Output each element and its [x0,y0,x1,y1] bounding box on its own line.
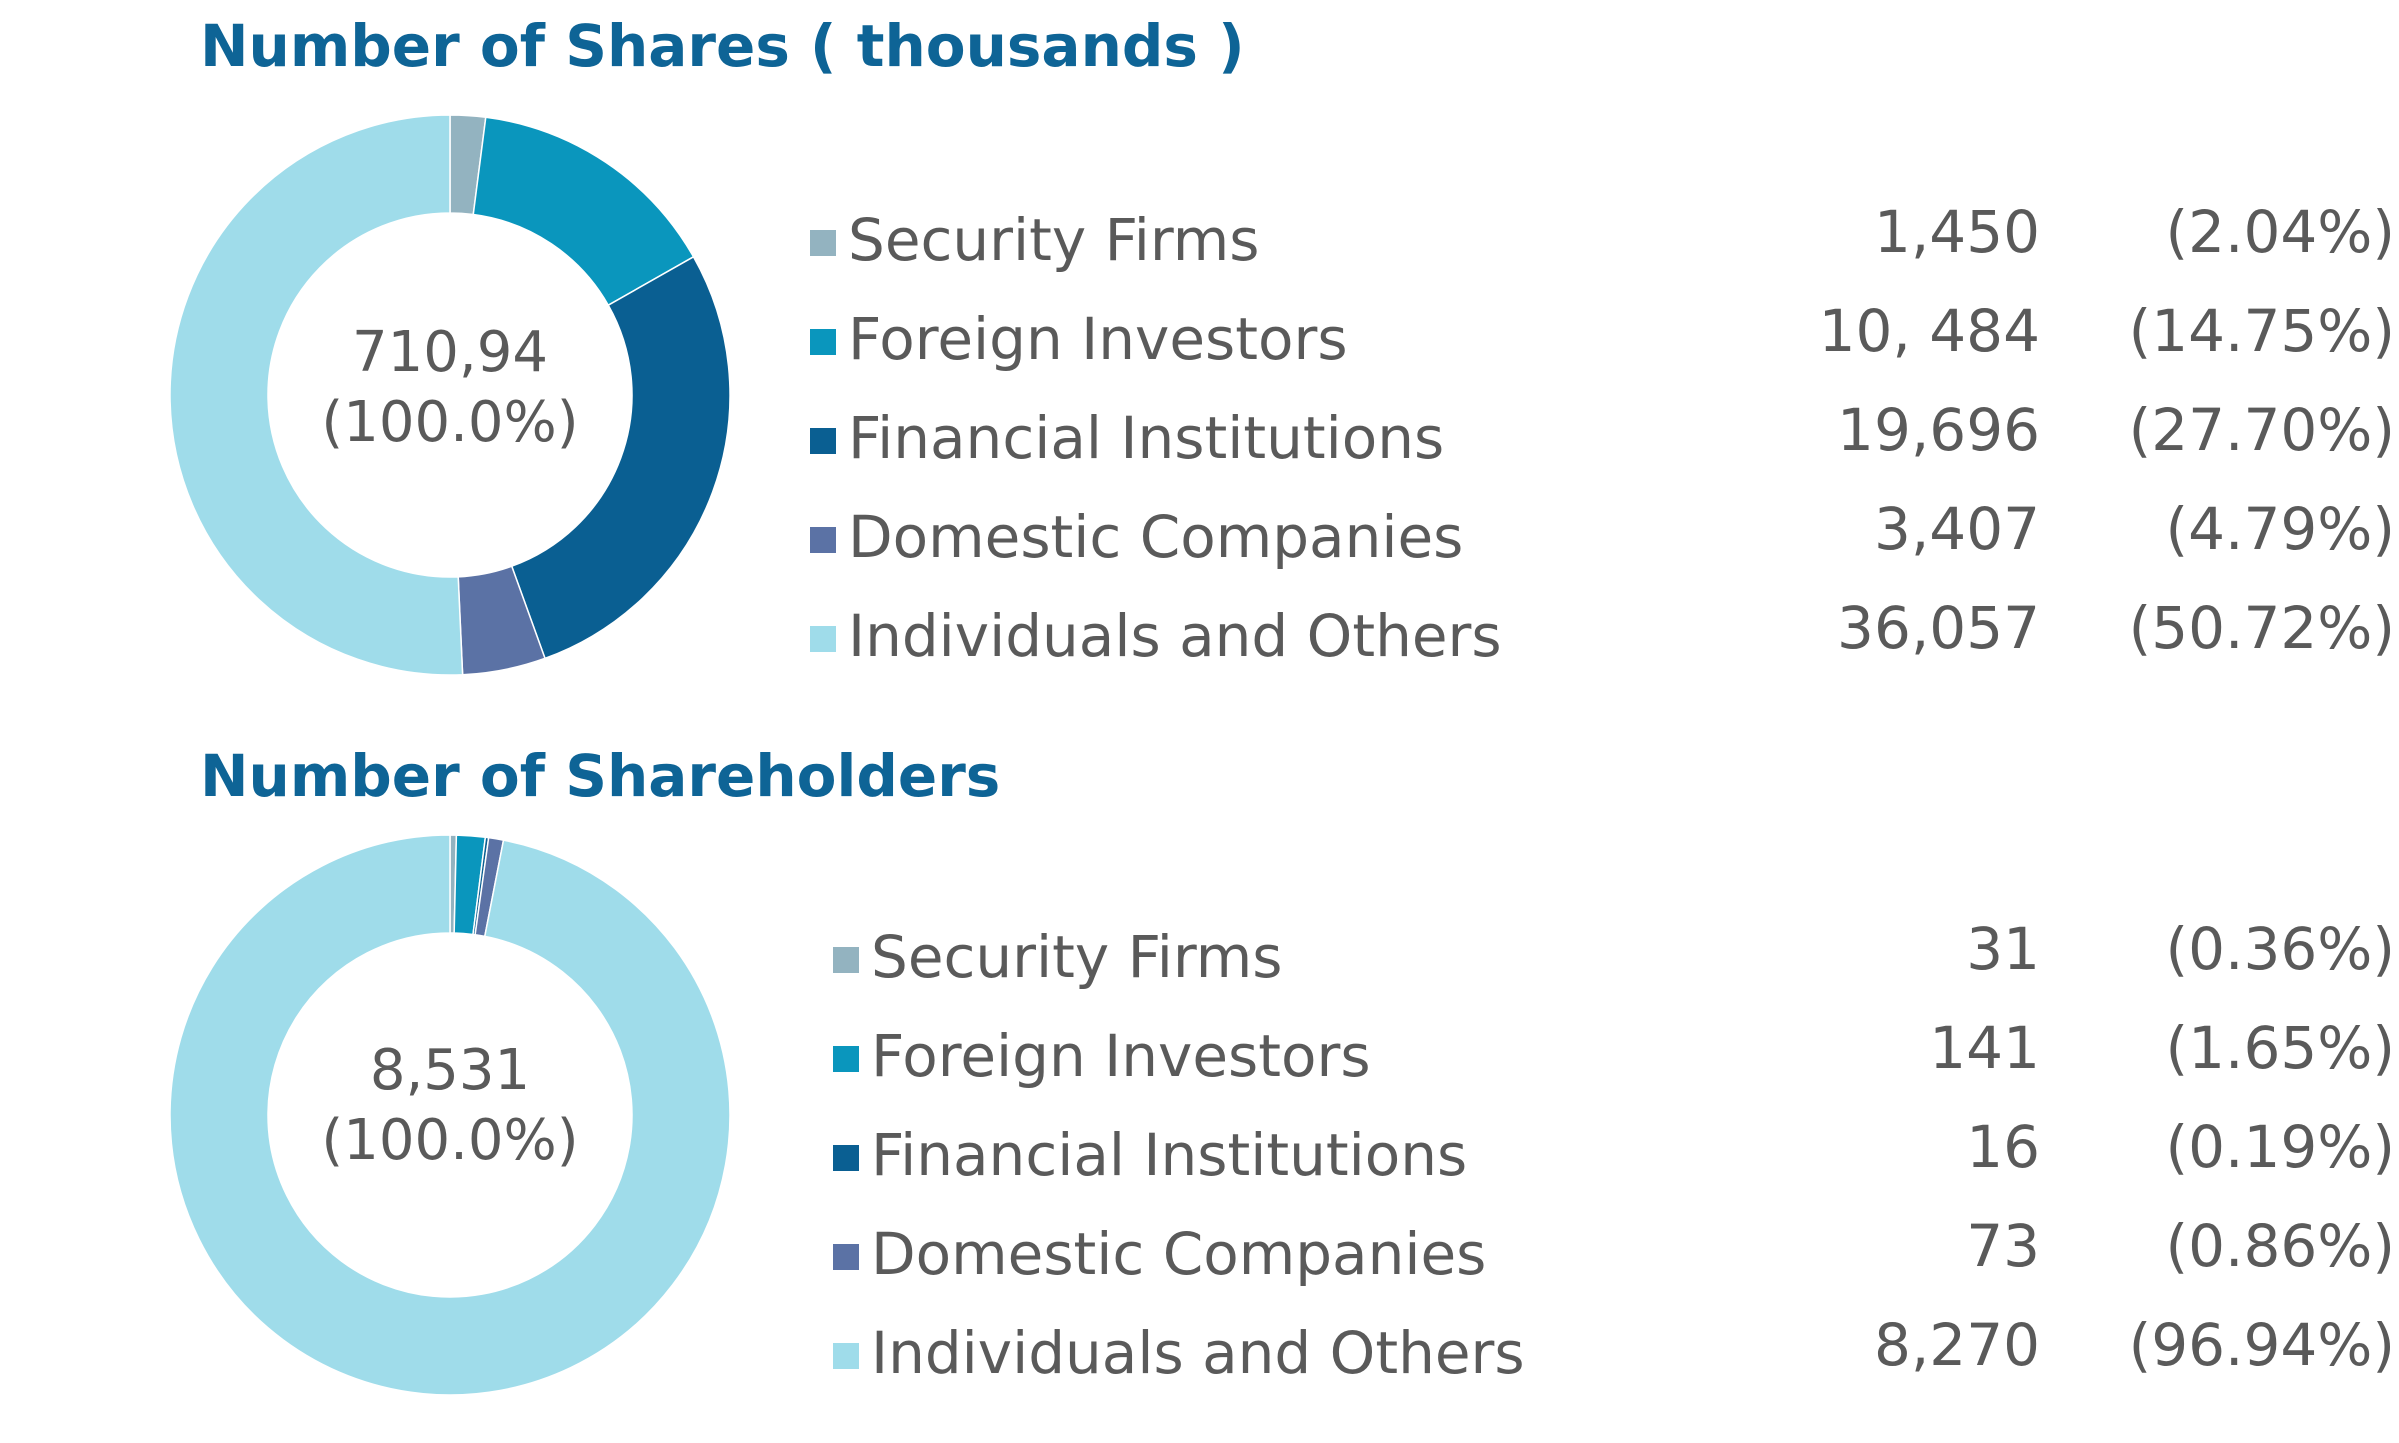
shareholders-chart-title: Number of Shareholders [200,742,1001,810]
foreign-investors-swatch [810,329,836,355]
shareholders-percent-label: (96.94%) [2128,1311,2395,1379]
shares-value-label: 36,057 [1837,594,2040,662]
shareholders-percent-label: (0.36%) [2165,915,2395,983]
shares-category-label: Foreign Investors [848,305,1348,373]
shareholders-category-label: Domestic Companies [871,1220,1487,1288]
shareholders-center-percent: (100.0%) [321,1108,579,1173]
individuals-and-others-swatch [833,1343,859,1369]
shares-percent-label: (14.75%) [2128,297,2395,365]
shareholders-donut-chart [169,834,731,1396]
shares-slice-financial-institutions [510,255,731,660]
shareholders-value-label: 16 [1966,1113,2040,1181]
shareholders-slice-individuals-and-others [169,834,731,1396]
shareholders-percent-label: (1.65%) [2165,1014,2395,1082]
shares-value-label: 10, 484 [1818,297,2040,365]
shareholders-legend-individuals-and-others: Individuals and Others 8,270 (96.94%) [833,1311,2395,1401]
shareholders-value-label: 31 [1966,915,2040,983]
security-firms-swatch [810,230,836,256]
shares-category-label: Security Firms [848,206,1260,274]
shares-category-label: Individuals and Others [848,602,1502,670]
shares-legend-domestic-companies: Domestic Companies 3,407 (4.79%) [810,495,2395,585]
foreign-investors-swatch [833,1046,859,1072]
shareholders-percent-label: (0.86%) [2165,1212,2395,1280]
domestic-companies-swatch [810,527,836,553]
individuals-and-others-swatch [810,626,836,652]
shares-legend-financial-institutions: Financial Institutions 19,696 (27.70%) [810,396,2395,486]
shares-legend-security-firms: Security Firms 1,450 (2.04%) [810,198,2395,288]
shareholders-value-label: 73 [1966,1212,2040,1280]
shareholders-category-label: Security Firms [871,923,1283,991]
financial-institutions-swatch [810,428,836,454]
shares-category-label: Domestic Companies [848,503,1464,571]
shares-value-label: 1,450 [1873,198,2040,266]
shares-percent-label: (27.70%) [2128,396,2395,464]
shares-center-label: 710,94 (100.0%) [280,318,620,458]
shareholders-center-total: 8,531 [369,1038,531,1103]
shareholders-category-label: Financial Institutions [871,1121,1468,1189]
shareholders-legend-security-firms: Security Firms 31 (0.36%) [833,915,2395,1005]
financial-institutions-swatch [833,1145,859,1171]
shares-value-label: 3,407 [1873,495,2040,563]
shareholders-category-label: Individuals and Others [871,1319,1525,1387]
shares-percent-label: (4.79%) [2165,495,2395,563]
shareholders-center-label: 8,531 (100.0%) [280,1036,620,1176]
shares-legend-individuals-and-others: Individuals and Others 36,057 (50.72%) [810,594,2395,684]
shares-center-total: 710,94 [352,320,548,385]
shares-category-label: Financial Institutions [848,404,1445,472]
shares-slice-individuals-and-others [169,114,464,676]
shares-legend-foreign-investors: Foreign Investors 10, 484 (14.75%) [810,297,2395,387]
security-firms-swatch [833,947,859,973]
shareholders-legend-foreign-investors: Foreign Investors 141 (1.65%) [833,1014,2395,1104]
shareholders-category-label: Foreign Investors [871,1022,1371,1090]
shareholders-legend-financial-institutions: Financial Institutions 16 (0.19%) [833,1113,2395,1203]
shares-percent-label: (2.04%) [2165,198,2395,266]
shares-center-percent: (100.0%) [321,390,579,455]
shareholders-legend-domestic-companies: Domestic Companies 73 (0.86%) [833,1212,2395,1302]
shares-donut-chart [169,114,731,676]
shares-percent-label: (50.72%) [2128,594,2395,662]
shares-chart-title: Number of Shares ( thousands ) [200,12,1245,80]
shareholders-value-label: 8,270 [1873,1311,2040,1379]
shareholders-percent-label: (0.19%) [2165,1113,2395,1181]
shareholders-value-label: 141 [1929,1014,2040,1082]
domestic-companies-swatch [833,1244,859,1270]
shares-value-label: 19,696 [1837,396,2040,464]
